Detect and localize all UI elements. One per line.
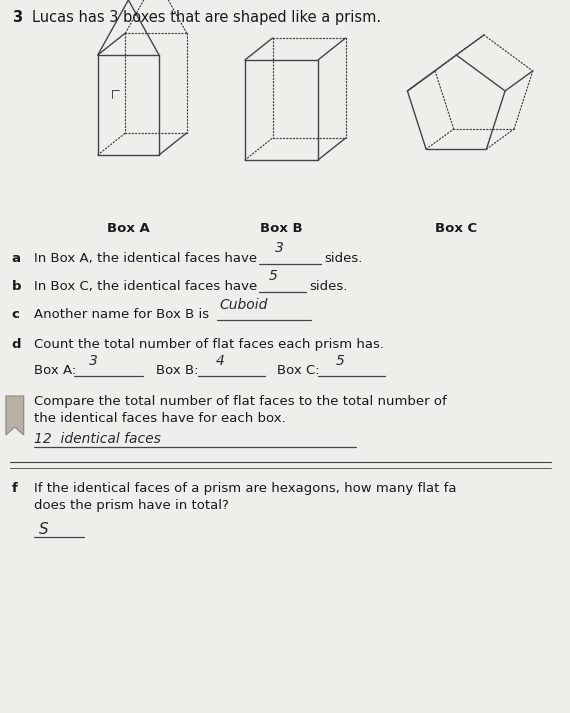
Text: Box C: Box C <box>435 222 477 235</box>
Text: Box A: Box A <box>107 222 150 235</box>
Text: Box A:: Box A: <box>34 364 76 377</box>
Text: b: b <box>12 280 21 293</box>
Text: 3: 3 <box>12 10 22 25</box>
Text: Box B: Box B <box>260 222 303 235</box>
Polygon shape <box>6 396 24 435</box>
Text: 4: 4 <box>215 354 224 368</box>
Text: S: S <box>39 522 48 537</box>
Text: sides.: sides. <box>324 252 363 265</box>
Text: a: a <box>12 252 21 265</box>
Text: Compare the total number of flat faces to the total number of: Compare the total number of flat faces t… <box>34 395 446 408</box>
Text: Box C:: Box C: <box>276 364 319 377</box>
Text: does the prism have in total?: does the prism have in total? <box>34 499 229 512</box>
Text: In Box C, the identical faces have: In Box C, the identical faces have <box>34 280 257 293</box>
Text: 3: 3 <box>89 354 97 368</box>
Text: Cuboid: Cuboid <box>219 298 267 312</box>
Text: f: f <box>12 482 18 495</box>
Text: sides.: sides. <box>309 280 348 293</box>
Text: Box B:: Box B: <box>156 364 198 377</box>
Text: d: d <box>12 338 21 351</box>
Text: c: c <box>12 308 20 321</box>
Text: In Box A, the identical faces have: In Box A, the identical faces have <box>34 252 256 265</box>
Text: 5: 5 <box>268 269 278 283</box>
Text: e: e <box>12 395 21 408</box>
Text: 5: 5 <box>336 354 345 368</box>
Text: If the identical faces of a prism are hexagons, how many flat fa: If the identical faces of a prism are he… <box>34 482 456 495</box>
Text: Count the total number of flat faces each prism has.: Count the total number of flat faces eac… <box>34 338 384 351</box>
Text: 3: 3 <box>275 241 283 255</box>
Text: Another name for Box B is: Another name for Box B is <box>34 308 209 321</box>
Text: 12  identical faces: 12 identical faces <box>34 432 160 446</box>
Text: Lucas has 3 boxes that are shaped like a prism.: Lucas has 3 boxes that are shaped like a… <box>31 10 381 25</box>
Text: the identical faces have for each box.: the identical faces have for each box. <box>34 412 286 425</box>
